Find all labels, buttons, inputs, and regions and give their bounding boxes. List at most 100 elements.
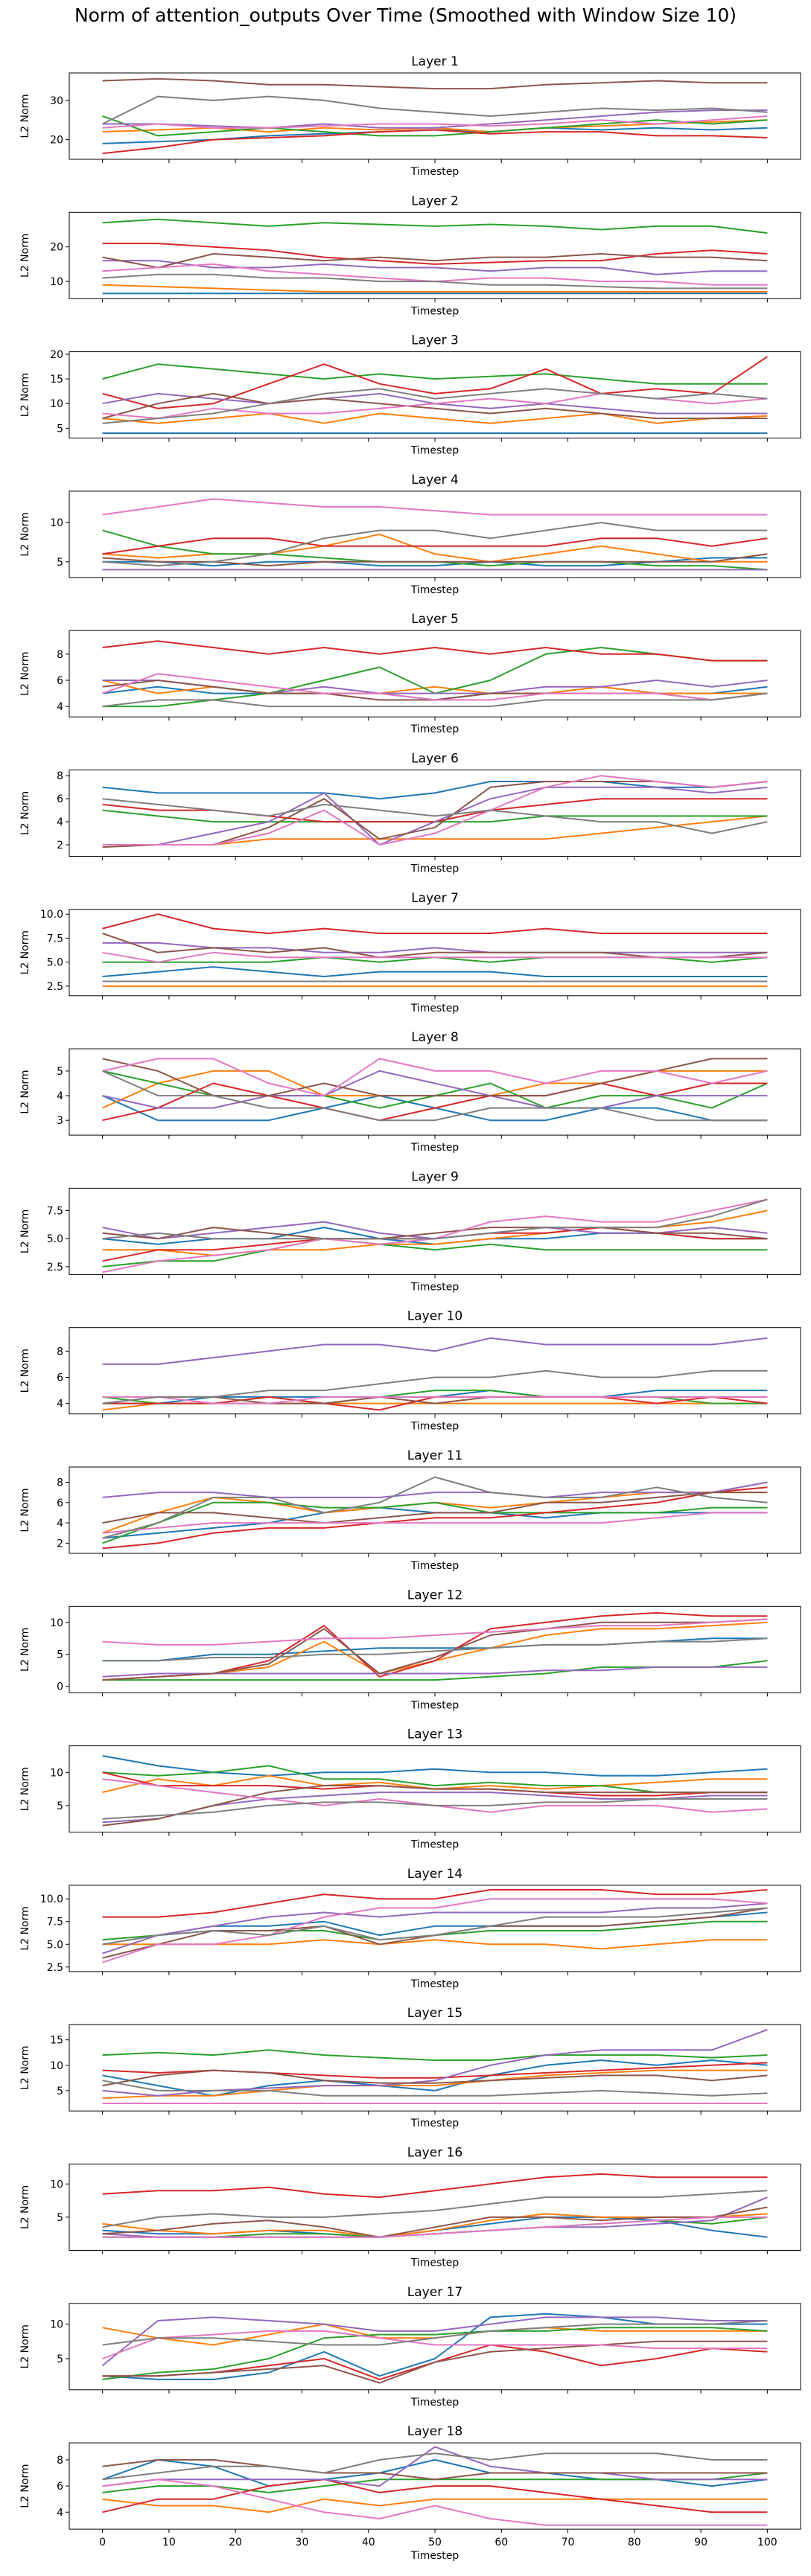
layer-9-ytick-label: 7.5 (47, 1206, 63, 1218)
layer-18-ylabel: L2 Norm (19, 2464, 31, 2508)
layer-14-series-4-line (102, 1889, 768, 1918)
layer-13-title: Layer 13 (407, 1728, 462, 1742)
layer-18-series-7-line (102, 2478, 768, 2526)
layer-1-series-8-line (102, 95, 768, 125)
layer-10-series-7-line (102, 1396, 768, 1404)
layer-6-series-7-line (102, 775, 768, 846)
layer-12-series-5-line (102, 1666, 768, 1678)
layer-6-series-6-line (102, 781, 768, 848)
layer-1-ytick-label: 20 (50, 135, 63, 147)
layer-6-series-4-line (102, 798, 768, 823)
layer-1-xlabel: Timestep (410, 166, 459, 178)
layer-7-ylabel: L2 Norm (19, 930, 31, 974)
layer-11-series-7-line (102, 1512, 768, 1534)
layer-13-xlabel: Timestep (410, 1839, 459, 1851)
layer-11-ytick-label: 2 (57, 1538, 63, 1550)
layer-6-title: Layer 6 (411, 752, 459, 767)
layer-12-series-7-line (102, 1618, 768, 1646)
layer-5-ytick-label: 8 (57, 649, 63, 661)
layer-3-ytick-label: 5 (57, 423, 63, 435)
layer-12-xlabel: Timestep (410, 1699, 459, 1711)
layer-17-xlabel: Timestep (410, 2397, 459, 2409)
layer-15-axes (69, 2024, 801, 2112)
layer-6-series-5-line (102, 786, 768, 846)
layer-7-ytick-label: 5.0 (47, 957, 63, 969)
layer-8-series-3-line (102, 1070, 768, 1109)
xtick-label: 100 (757, 2537, 777, 2548)
layer-5-ytick-label: 4 (57, 701, 63, 713)
layer-3-title: Layer 3 (411, 333, 459, 348)
layer-1-axes (69, 72, 801, 160)
layer-14-xlabel: Timestep (410, 1978, 459, 1990)
layer-18-series-2-line (102, 2498, 768, 2513)
layer-10-ytick-label: 8 (57, 1346, 63, 1358)
layer-15-series-3-line (102, 2049, 768, 2061)
layer-3-series-3-line (102, 363, 768, 385)
layer-5-ytick-label: 6 (57, 675, 63, 687)
layer-7-xlabel: Timestep (410, 1003, 459, 1014)
layer-7-ytick-label: 7.5 (47, 933, 63, 945)
xtick-label: 80 (628, 2537, 641, 2548)
layer-17-ytick-label: 10 (50, 2319, 63, 2331)
layer-3-ytick-label: 10 (50, 398, 63, 410)
layer-9-ylabel: L2 Norm (19, 1209, 31, 1253)
layer-17-series-3-line (102, 2327, 768, 2380)
xtick-label: 0 (99, 2537, 106, 2548)
layer-14-ytick-label: 10.0 (40, 1893, 63, 1905)
layer-18-title: Layer 18 (407, 2424, 462, 2439)
layer-7-series-5-line (102, 942, 768, 953)
layer-13-series-6-line (102, 1785, 768, 1826)
layer-7-ytick-label: 10.0 (40, 909, 63, 921)
layer-9-ytick-label: 5.0 (47, 1233, 63, 1245)
layer-13-ytick-label: 10 (50, 1767, 63, 1779)
layer-15-series-8-line (102, 2080, 768, 2097)
layer-12-ytick-label: 5 (57, 1649, 63, 1661)
layer-12-ytick-label: 10 (50, 1617, 63, 1629)
layer-16-ylabel: L2 Norm (19, 2185, 31, 2229)
layer-14-ytick-label: 5.0 (47, 1939, 63, 1951)
layer-1-ytick-label: 30 (50, 95, 63, 107)
layer-14-series-7-line (102, 1898, 768, 1963)
layer-1-title: Layer 1 (411, 54, 459, 69)
layer-4-series-7-line (102, 498, 768, 516)
layer-13-series-2-line (102, 1774, 768, 1794)
layer-11-series-3-line (102, 1501, 768, 1544)
layer-1-series-4-line (102, 129, 768, 155)
layer-10-title: Layer 10 (407, 1309, 462, 1324)
layer-14-series-5-line (102, 1902, 768, 1955)
layer-2-series-4-line (102, 243, 768, 265)
layer-6-ytick-label: 6 (57, 793, 63, 805)
layer-8-ytick-label: 5 (57, 1066, 63, 1078)
layer-17-ylabel: L2 Norm (19, 2324, 31, 2368)
layer-8-series-6-line (102, 1058, 768, 1097)
layer-16-series-4-line (102, 2173, 768, 2199)
layer-11-ylabel: L2 Norm (19, 1488, 31, 1532)
layer-2-series-2-line (102, 284, 768, 293)
layer-7-ytick-label: 2.5 (47, 981, 63, 993)
layer-10-series-2-line (102, 1402, 768, 1411)
layer-15-ytick-label: 15 (50, 2035, 63, 2047)
layer-6-series-8-line (102, 798, 768, 834)
layer-2-title: Layer 2 (411, 194, 459, 208)
layer-10-ytick-label: 6 (57, 1372, 63, 1384)
layer-17-series-6-line (102, 2340, 768, 2384)
layer-14-ytick-label: 2.5 (47, 1962, 63, 1974)
layer-4-series-8-line (102, 522, 768, 567)
layer-4-title: Layer 4 (411, 473, 459, 488)
layer-11-ytick-label: 4 (57, 1518, 63, 1530)
layer-15-ytick-label: 5 (57, 2086, 63, 2097)
layer-6-ylabel: L2 Norm (19, 791, 31, 835)
layer-8-ylabel: L2 Norm (19, 1070, 31, 1113)
layer-11-series-4-line (102, 1486, 768, 1550)
layer-6-ytick-label: 2 (57, 840, 63, 851)
layer-5-series-4-line (102, 640, 768, 662)
layer-17-series-8-line (102, 2320, 768, 2346)
layer-3-series-6-line (102, 392, 768, 420)
layer-16-series-7-line (102, 2216, 768, 2238)
layer-12-title: Layer 12 (407, 1588, 462, 1602)
layer-6-ytick-label: 4 (57, 816, 63, 828)
layer-9-xlabel: Timestep (410, 1281, 459, 1293)
layer-15-ylabel: L2 Norm (19, 2046, 31, 2090)
layer-11-title: Layer 11 (407, 1448, 462, 1463)
